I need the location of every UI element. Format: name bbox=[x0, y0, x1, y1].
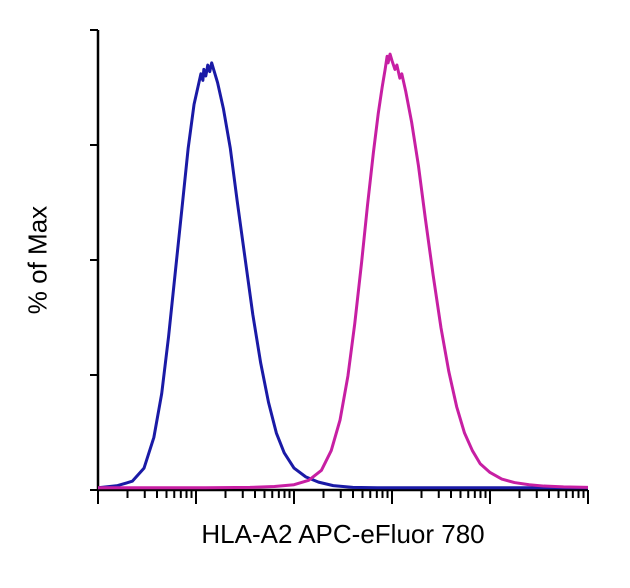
series-stained bbox=[98, 54, 588, 488]
histogram-plot bbox=[0, 0, 630, 588]
y-axis-label: % of Max bbox=[23, 206, 54, 314]
series-control bbox=[98, 63, 588, 488]
axes bbox=[98, 30, 588, 490]
x-ticks bbox=[98, 490, 588, 504]
series-group bbox=[98, 54, 588, 488]
x-axis-label: HLA-A2 APC-eFluor 780 bbox=[98, 519, 588, 550]
